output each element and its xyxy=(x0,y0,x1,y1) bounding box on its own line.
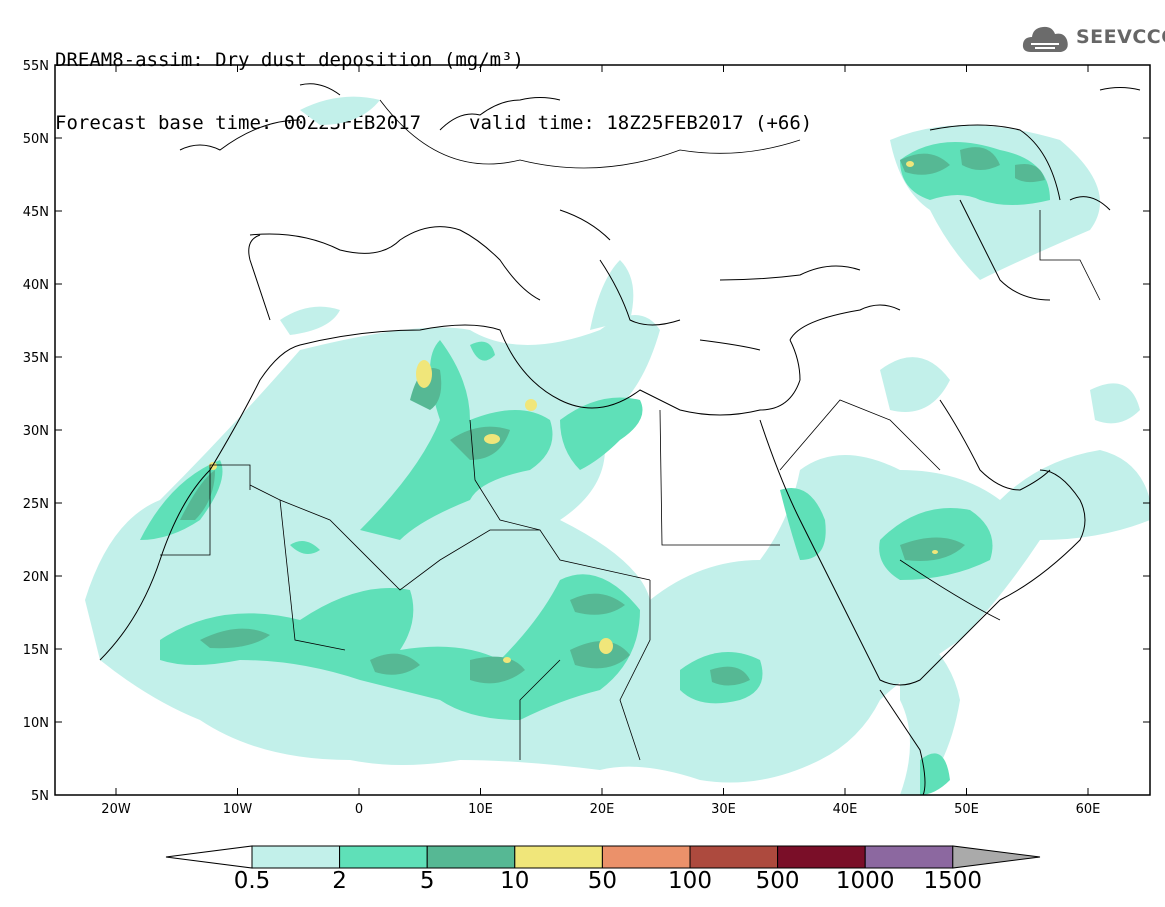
lon-tick-label: 0 xyxy=(355,802,363,817)
lat-tick-label: 50N xyxy=(23,132,49,147)
lat-tick-label: 15N xyxy=(23,643,49,658)
lon-tick-label: 40E xyxy=(833,802,858,817)
lon-tick-label: 60E xyxy=(1076,802,1101,817)
valid-time: valid time: 18Z25FEB2017 (+66) xyxy=(469,112,813,134)
colorbar-segment xyxy=(514,845,603,869)
lon-tick-label: 10E xyxy=(468,802,493,817)
seevccc-logo: SEEVCCC xyxy=(1021,20,1165,60)
colorbar-low-arrow xyxy=(165,845,253,869)
lat-tick-label: 5N xyxy=(31,789,49,804)
lon-tick-label: 10W xyxy=(223,802,253,817)
colorbar-label: 5 xyxy=(419,868,435,894)
colorbar xyxy=(165,845,1041,869)
lon-tick-label: 20E xyxy=(590,802,615,817)
lat-tick-label: 35N xyxy=(23,351,49,366)
lat-tick-label: 40N xyxy=(23,278,49,293)
lat-tick-label: 45N xyxy=(23,205,49,220)
colorbar-segment xyxy=(426,845,516,869)
lat-tick-label: 30N xyxy=(23,424,49,439)
colorbar-segment xyxy=(689,845,779,869)
colorbar-label: 50 xyxy=(587,868,618,894)
dust-level-10 xyxy=(209,161,938,663)
colorbar-segment xyxy=(777,845,866,869)
lat-tick-label: 20N xyxy=(23,570,49,585)
lon-tick-label: 50E xyxy=(954,802,979,817)
colorbar-label: 1500 xyxy=(923,868,983,894)
colorbar-label: 0.5 xyxy=(233,868,271,894)
lon-tick-label: 30E xyxy=(711,802,736,817)
longitude-axis: 20W 10W 0 10E 20E 30E 40E 50E 60E xyxy=(101,65,1100,817)
colorbar-label: 1000 xyxy=(835,868,895,894)
colorbar-label: 100 xyxy=(668,868,712,894)
lat-tick-label: 10N xyxy=(23,716,49,731)
borders xyxy=(160,99,1101,761)
colorbar-high-arrow xyxy=(952,845,1041,869)
colorbar-label: 10 xyxy=(500,868,530,894)
lon-tick-label: 20W xyxy=(101,802,131,817)
colorbar-label: 500 xyxy=(755,868,800,894)
cloud-icon xyxy=(1022,26,1068,52)
lat-tick-label: 25N xyxy=(23,497,49,512)
colorbar-segment xyxy=(864,845,954,869)
colorbar-segment xyxy=(339,845,428,869)
colorbar-label: 2 xyxy=(332,868,347,894)
dust-field xyxy=(85,96,1150,795)
logo-text: SEEVCCC xyxy=(1076,26,1165,48)
colorbar-segment xyxy=(601,845,691,869)
latitude-axis: 55N 50N 45N 40N 35N 30N 25N 20N 15N 10N 5N xyxy=(23,59,1150,804)
coastlines xyxy=(99,83,1141,795)
colorbar-segment xyxy=(251,845,341,869)
lat-tick-label: 55N xyxy=(23,59,49,74)
